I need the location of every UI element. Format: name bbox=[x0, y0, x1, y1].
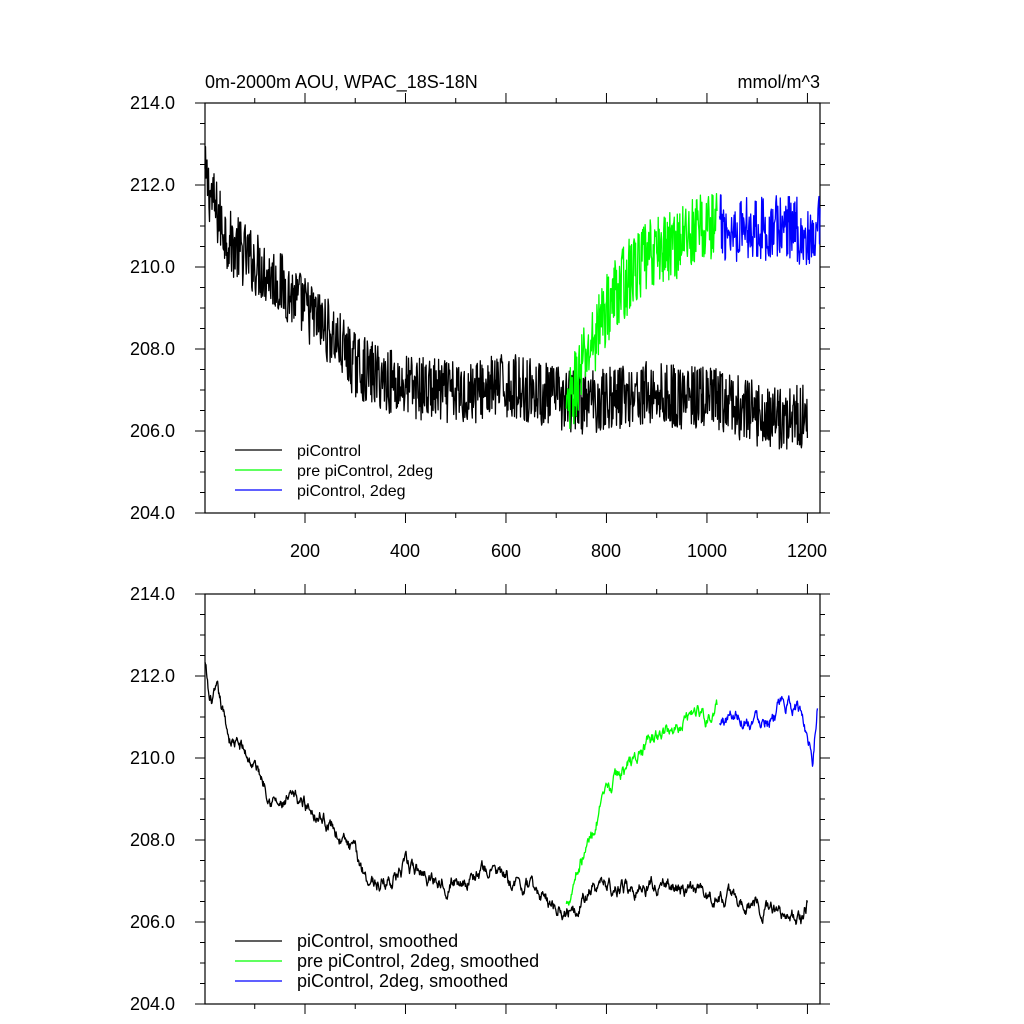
y-tick-label: 212.0 bbox=[130, 175, 175, 195]
top-panel: 0m-2000m AOU, WPAC_18S-18N mmol/m^3 204.… bbox=[130, 72, 830, 561]
top-y-ticks: 204.0 206.0 208.0 210.0 212.0 214.0 bbox=[130, 93, 175, 523]
legend-label: piControl, 2deg bbox=[297, 483, 406, 500]
legend-label: piControl bbox=[297, 443, 361, 460]
x-tick-label: 600 bbox=[491, 541, 521, 561]
x-tick-label: 200 bbox=[290, 541, 320, 561]
y-tick-label: 206.0 bbox=[130, 912, 175, 932]
series-line-pre-picontrol-2deg-smoothed bbox=[565, 699, 718, 906]
series-line-picontrol-2deg-smoothed bbox=[718, 695, 819, 767]
legend-label: pre piControl, 2deg, smoothed bbox=[297, 951, 539, 971]
y-tick-label: 206.0 bbox=[130, 421, 175, 441]
x-tick-label: 1200 bbox=[787, 541, 827, 561]
legend-label: piControl, 2deg, smoothed bbox=[297, 971, 508, 991]
y-tick-label: 208.0 bbox=[130, 339, 175, 359]
x-tick-label: 400 bbox=[390, 541, 420, 561]
y-tick-label: 210.0 bbox=[130, 748, 175, 768]
y-tick-label: 204.0 bbox=[130, 503, 175, 523]
bottom-y-ticks: 204.0 206.0 208.0 210.0 212.0 214.0 bbox=[130, 584, 175, 1014]
legend-label: piControl, smoothed bbox=[297, 931, 458, 951]
series-line-pre-picontrol-2deg bbox=[565, 192, 718, 430]
top-chart-title: 0m-2000m AOU, WPAC_18S-18N bbox=[205, 72, 478, 93]
bottom-panel: 204.0 206.0 208.0 210.0 212.0 214.0 piCo… bbox=[130, 584, 830, 1014]
y-tick-label: 212.0 bbox=[130, 666, 175, 686]
y-tick-label: 214.0 bbox=[130, 93, 175, 113]
top-chart-units: mmol/m^3 bbox=[738, 72, 820, 92]
legend-label: pre piControl, 2deg bbox=[297, 463, 433, 480]
series-line-picontrol-smoothed bbox=[204, 661, 809, 925]
x-tick-label: 800 bbox=[591, 541, 621, 561]
top-tick-marks bbox=[195, 93, 830, 523]
y-tick-label: 204.0 bbox=[130, 994, 175, 1014]
top-legend: piControl pre piControl, 2deg piControl,… bbox=[235, 443, 433, 500]
y-tick-label: 208.0 bbox=[130, 830, 175, 850]
series-line-picontrol bbox=[204, 146, 809, 450]
y-tick-label: 214.0 bbox=[130, 584, 175, 604]
y-tick-label: 210.0 bbox=[130, 257, 175, 277]
bottom-series-group bbox=[204, 661, 819, 925]
x-tick-label: 1000 bbox=[687, 541, 727, 561]
top-series-group bbox=[204, 146, 821, 450]
series-line-picontrol-2deg bbox=[718, 194, 821, 266]
bottom-legend: piControl, smoothed pre piControl, 2deg,… bbox=[235, 931, 539, 991]
bottom-tick-marks bbox=[195, 584, 830, 1014]
top-x-ticks: 200 400 600 800 1000 1200 bbox=[290, 541, 827, 561]
